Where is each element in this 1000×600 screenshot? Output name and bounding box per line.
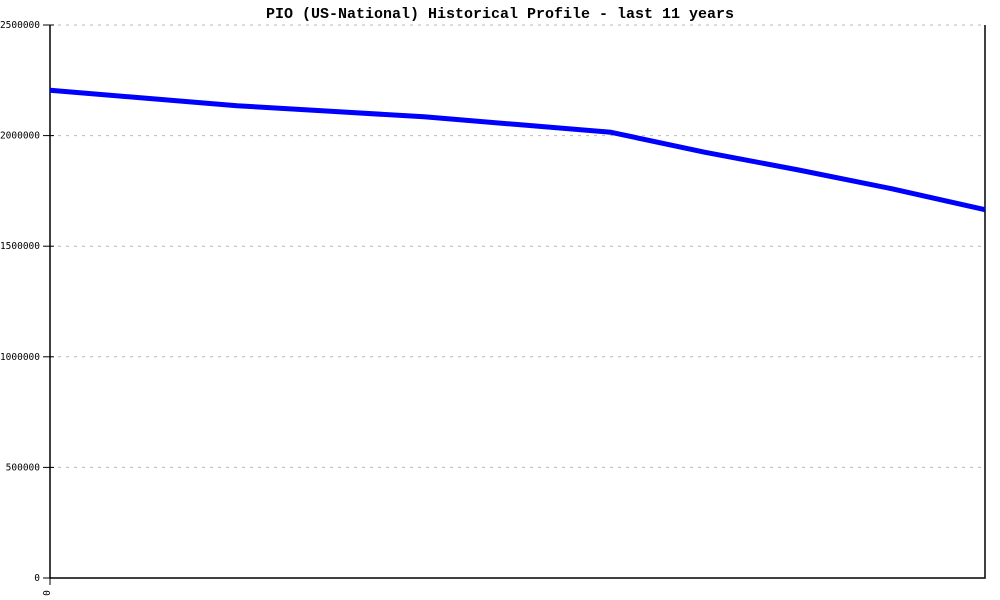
y-tick-label: 500000 <box>6 462 41 473</box>
gridlines <box>50 24 985 468</box>
chart-title: PIO (US-National) Historical Profile - l… <box>266 6 734 23</box>
axes <box>43 24 986 585</box>
x-tick-label: 0 <box>42 590 53 596</box>
y-tick-label: 1000000 <box>0 352 40 363</box>
y-tick-label: 2500000 <box>0 20 40 31</box>
tick-labels: 0 500000 1000000 1500000 2000000 2500000 0 <box>0 20 53 596</box>
data-line <box>49 87 986 213</box>
y-tick-label: 0 <box>34 573 40 584</box>
data-series <box>49 87 986 213</box>
y-tick-label: 2000000 <box>0 131 40 142</box>
axis-frame <box>49 25 986 579</box>
y-tick-label: 1500000 <box>0 241 40 252</box>
